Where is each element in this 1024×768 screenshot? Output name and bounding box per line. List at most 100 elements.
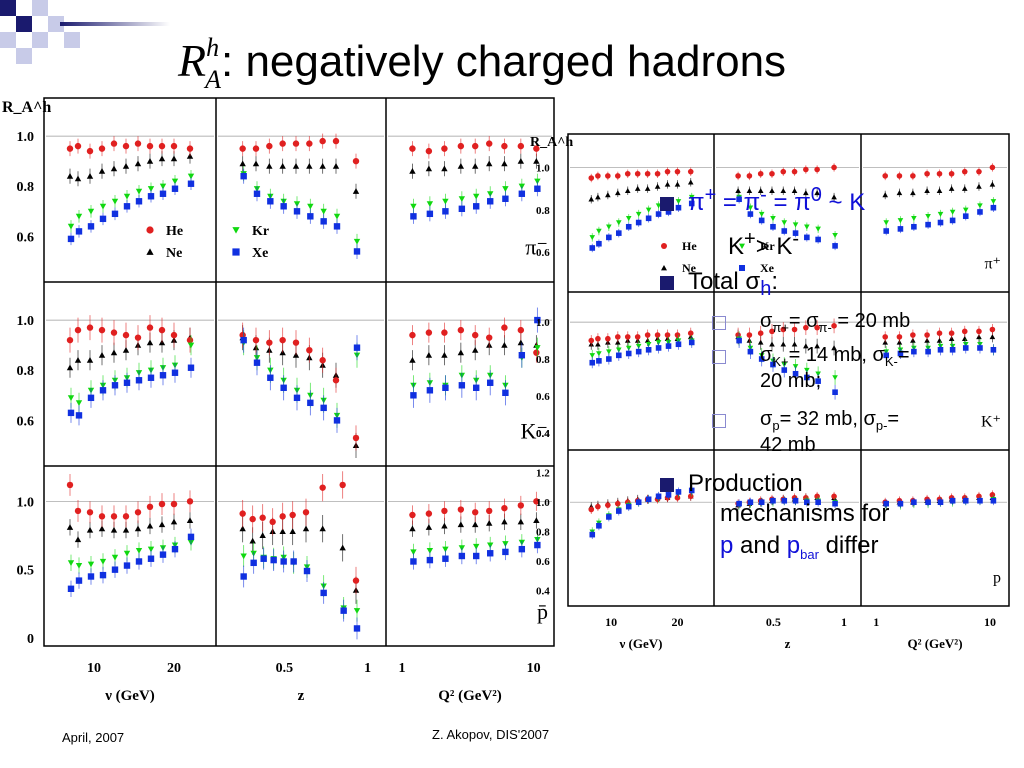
xe-point [426, 556, 434, 564]
ne-point [146, 248, 154, 255]
ne-point [896, 190, 903, 196]
he-point [110, 329, 118, 336]
y-tick-label: 1.0 [17, 314, 35, 329]
y-tick-label: 1.0 [536, 317, 550, 329]
he-point [249, 515, 256, 523]
kr-point [111, 554, 119, 561]
x-tick-label: 10 [87, 661, 101, 676]
ne-point [989, 334, 996, 340]
xe-point [240, 573, 247, 580]
he-point [259, 514, 266, 521]
xe-point [307, 213, 314, 220]
he-point [687, 493, 694, 500]
xe-point [804, 374, 810, 381]
ne-point [769, 187, 775, 193]
sub-bullet-marker [712, 414, 726, 428]
kr-point [615, 220, 622, 226]
ne-point [409, 357, 416, 363]
slide-title: RhA: negatively charged hadrons [178, 33, 786, 94]
x-axis-label: z [298, 688, 305, 704]
xe-point [635, 219, 642, 226]
bullet-3-line3: p and pbar differ [720, 532, 879, 562]
ne-point [339, 544, 346, 551]
xe-point [267, 198, 274, 205]
deco-square [16, 16, 32, 32]
xe-point [758, 217, 765, 224]
bullet-3-line2: mechanisms for [720, 500, 890, 527]
ne-point [936, 337, 943, 343]
kr-point [962, 207, 969, 213]
kr-point [645, 207, 652, 213]
x-axis-label: Q² (GeV²) [907, 636, 962, 651]
ne-point [457, 349, 465, 356]
xe-point [293, 394, 301, 402]
ne-point [605, 192, 611, 198]
he-point [661, 243, 667, 249]
ne-point [352, 188, 360, 194]
ne-point [98, 167, 106, 174]
ne-point [769, 341, 775, 347]
ne-point [425, 351, 433, 358]
he-point [269, 518, 276, 526]
kr-point [606, 224, 612, 230]
bullet-1-line2: K+> K- [728, 228, 800, 260]
xe-point [253, 359, 261, 366]
kr-point [410, 203, 417, 210]
y-tick-label: 0.6 [17, 230, 35, 245]
kr-point [75, 563, 83, 569]
xe-point [675, 341, 682, 348]
ne-point [239, 525, 246, 532]
he-point [746, 173, 753, 179]
kr-point [458, 196, 466, 202]
x-tick-label: 20 [671, 615, 683, 629]
ne-point [780, 341, 787, 347]
he-point [803, 166, 809, 173]
x-tick-label: 0.5 [766, 615, 781, 629]
y-tick-label: 0.6 [536, 391, 550, 403]
ne-point [517, 157, 525, 164]
he-point [780, 168, 787, 175]
ne-point [791, 341, 798, 347]
ne-point [98, 351, 106, 358]
ne-point [472, 521, 479, 528]
y-tick-label: 0.5 [17, 564, 35, 579]
ne-point [882, 192, 889, 198]
ne-point [644, 185, 651, 191]
legend-label: Ne [166, 246, 182, 261]
he-point [644, 332, 651, 338]
he-point [472, 142, 479, 150]
y-tick-label: 1.0 [536, 162, 550, 174]
bullet-3: Production [660, 470, 803, 498]
kr-point [534, 345, 541, 351]
xe-point [123, 379, 131, 386]
he-point [687, 168, 694, 175]
he-point [441, 145, 448, 152]
ne-point [746, 187, 753, 193]
y-tick-label: 1.0 [17, 495, 35, 510]
ne-point [158, 155, 166, 162]
xe-point [897, 226, 904, 232]
xe-point [758, 499, 765, 506]
ne-point [66, 173, 74, 179]
he-point [292, 140, 300, 147]
he-point [266, 339, 273, 346]
title-underline [60, 22, 170, 26]
ne-point [814, 343, 820, 349]
xe-point [280, 558, 287, 565]
xe-point [340, 607, 347, 614]
kr-point [67, 223, 75, 230]
he-point [486, 140, 493, 147]
he-point [292, 339, 300, 346]
xe-point [804, 234, 810, 241]
ne-point [664, 181, 671, 187]
he-point [425, 147, 433, 155]
xe-point [187, 180, 195, 187]
xe-point [925, 348, 931, 355]
xe-point [792, 497, 799, 504]
xe-point [606, 514, 612, 520]
xe-point [977, 497, 983, 504]
kr-point [589, 235, 596, 241]
kr-point [739, 243, 745, 249]
he-point [134, 509, 142, 516]
xe-point [897, 350, 904, 357]
